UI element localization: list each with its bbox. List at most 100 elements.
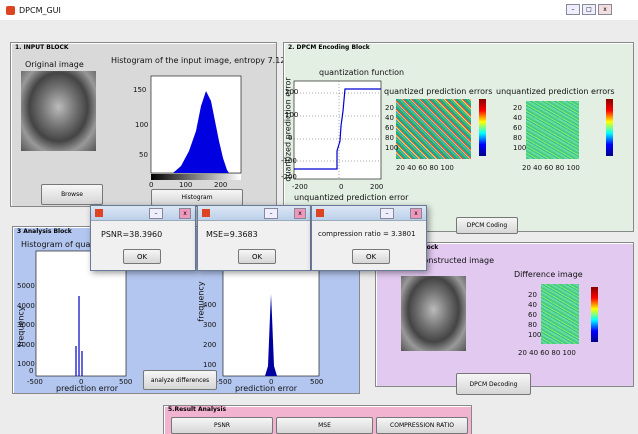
- quantized-error-map: [396, 99, 471, 159]
- close-button[interactable]: x: [294, 208, 306, 219]
- plot-title: quantization function: [319, 68, 404, 77]
- x-tick-label: 500: [119, 378, 132, 386]
- x-tick-label: 500: [310, 378, 323, 386]
- x-tick-label: 20 40 60 80 100: [522, 164, 580, 172]
- dialog-icon: [202, 209, 210, 217]
- y-tick-label: 0: [29, 367, 33, 375]
- tick: 60: [528, 311, 537, 319]
- panel-title: 2. DPCM Encoding Block: [288, 44, 370, 51]
- x-tick-label: 20 40 60 80 100: [518, 349, 576, 357]
- y-axis-label: frequency: [17, 306, 26, 346]
- x-tick-label: -200: [292, 183, 308, 191]
- tick: 20: [385, 104, 394, 112]
- ok-button[interactable]: OK: [123, 249, 161, 264]
- mse-button[interactable]: MSE: [276, 417, 373, 434]
- analyze-button[interactable]: analyze differences: [143, 370, 217, 390]
- x-axis-label: prediction error: [56, 384, 118, 393]
- x-tick-label: 100: [179, 181, 192, 189]
- tick: 20: [513, 104, 522, 112]
- tick: 60: [385, 124, 394, 132]
- title-bar: [0, 0, 638, 20]
- x-tick-label: 20 40 60 80 100: [396, 164, 454, 172]
- reconstructed-image: [401, 276, 466, 351]
- tick: 100: [513, 144, 526, 152]
- panel-title: 5.Result Analysis: [168, 406, 226, 413]
- compression-ratio-button[interactable]: COMPRESSION RATIO: [376, 417, 468, 434]
- panel-title: 1. INPUT BLOCK: [15, 44, 69, 51]
- tick: 100: [385, 144, 398, 152]
- encoding-panel: 2. DPCM Encoding Block quantization func…: [283, 42, 634, 232]
- x-axis-label: unquantized prediction error: [294, 193, 408, 202]
- app-icon: [6, 6, 15, 15]
- unquantized-error-map: [526, 101, 579, 159]
- minimize-button[interactable]: –: [149, 208, 163, 219]
- dialog-icon: [95, 209, 103, 217]
- y-tick-label: 50: [139, 151, 148, 159]
- browse-button[interactable]: Browse: [41, 184, 103, 205]
- image-title: Original image: [25, 60, 84, 69]
- x-tick-label: -500: [27, 378, 43, 386]
- colorbar: [479, 99, 486, 156]
- tick: 100: [203, 361, 216, 369]
- dialog-message: MSE=9.3683: [206, 230, 258, 239]
- y-axis-label: quantized prediction error: [284, 77, 293, 181]
- histogram-title: Histogram of the input image, entropy 7.…: [111, 56, 285, 65]
- tick: 200: [203, 341, 216, 349]
- colorbar: [591, 287, 598, 342]
- original-image: [21, 71, 96, 151]
- x-tick-label: -500: [216, 378, 232, 386]
- y-tick-label: 150: [133, 86, 146, 94]
- close-button[interactable]: x: [598, 4, 612, 15]
- app-window: DPCM_GUI – □ x 1. INPUT BLOCK Original i…: [0, 0, 638, 434]
- histogram-button[interactable]: Histogram: [151, 189, 243, 206]
- x-tick-label: 0: [339, 183, 343, 191]
- y-tick-label: 100: [135, 121, 148, 129]
- minimize-button[interactable]: –: [380, 208, 394, 219]
- map-title: quantized prediction errors: [384, 87, 492, 96]
- psnr-button[interactable]: PSNR: [171, 417, 273, 434]
- histogram-plot: [151, 76, 241, 181]
- x-axis-label: prediction error: [235, 384, 297, 393]
- x-tick-label: 200: [370, 183, 383, 191]
- unquantized-histogram-plot: [223, 256, 319, 376]
- y-tick-label: 20 40 60 80 100: [513, 103, 526, 153]
- tick: 80: [513, 134, 522, 142]
- close-button[interactable]: x: [410, 208, 422, 219]
- tick: 20: [528, 291, 537, 299]
- input-panel: 1. INPUT BLOCK Original image Histogram …: [10, 42, 277, 207]
- psnr-dialog: – x PSNR=38.3960 OK: [90, 205, 196, 271]
- colorbar: [606, 99, 613, 156]
- tick: 100: [528, 331, 541, 339]
- difference-map: [541, 284, 579, 344]
- dialog-message: PSNR=38.3960: [101, 230, 162, 239]
- dpcm-decoding-button[interactable]: DPCM Decoding: [456, 373, 531, 395]
- tick: 300: [203, 321, 216, 329]
- close-button[interactable]: x: [179, 208, 191, 219]
- ok-button[interactable]: OK: [352, 249, 390, 264]
- window-title: DPCM_GUI: [19, 6, 61, 15]
- minimize-button[interactable]: –: [566, 4, 580, 15]
- tick: 40: [528, 301, 537, 309]
- tick: 5000: [17, 282, 35, 290]
- dpcm-coding-button[interactable]: DPCM Coding: [456, 217, 518, 234]
- quantization-plot: [294, 81, 381, 179]
- result-panel: 5.Result Analysis PSNR MSE COMPRESSION R…: [163, 405, 472, 434]
- mse-dialog: – x MSE=9.3683 OK: [197, 205, 311, 271]
- tick: 40: [513, 114, 522, 122]
- y-tick-labels: 20 40 60 80 100: [528, 290, 541, 340]
- dialog-icon: [316, 209, 324, 217]
- dialog-message: compression ratio = 3.3801: [318, 230, 416, 238]
- tick: 80: [528, 321, 537, 329]
- panel-title: 3 Analysis Block: [17, 228, 72, 235]
- maximize-button[interactable]: □: [582, 4, 596, 15]
- tick: 60: [513, 124, 522, 132]
- map-title: Difference image: [514, 270, 583, 279]
- compression-dialog: – x compression ratio = 3.3801 OK: [311, 205, 427, 271]
- dialog-title-bar: [312, 206, 426, 221]
- x-tick-label: 200: [214, 181, 227, 189]
- tick: 40: [385, 114, 394, 122]
- tick: 80: [385, 134, 394, 142]
- ok-button[interactable]: OK: [238, 249, 276, 264]
- x-tick-label: 0: [149, 181, 153, 189]
- minimize-button[interactable]: –: [264, 208, 278, 219]
